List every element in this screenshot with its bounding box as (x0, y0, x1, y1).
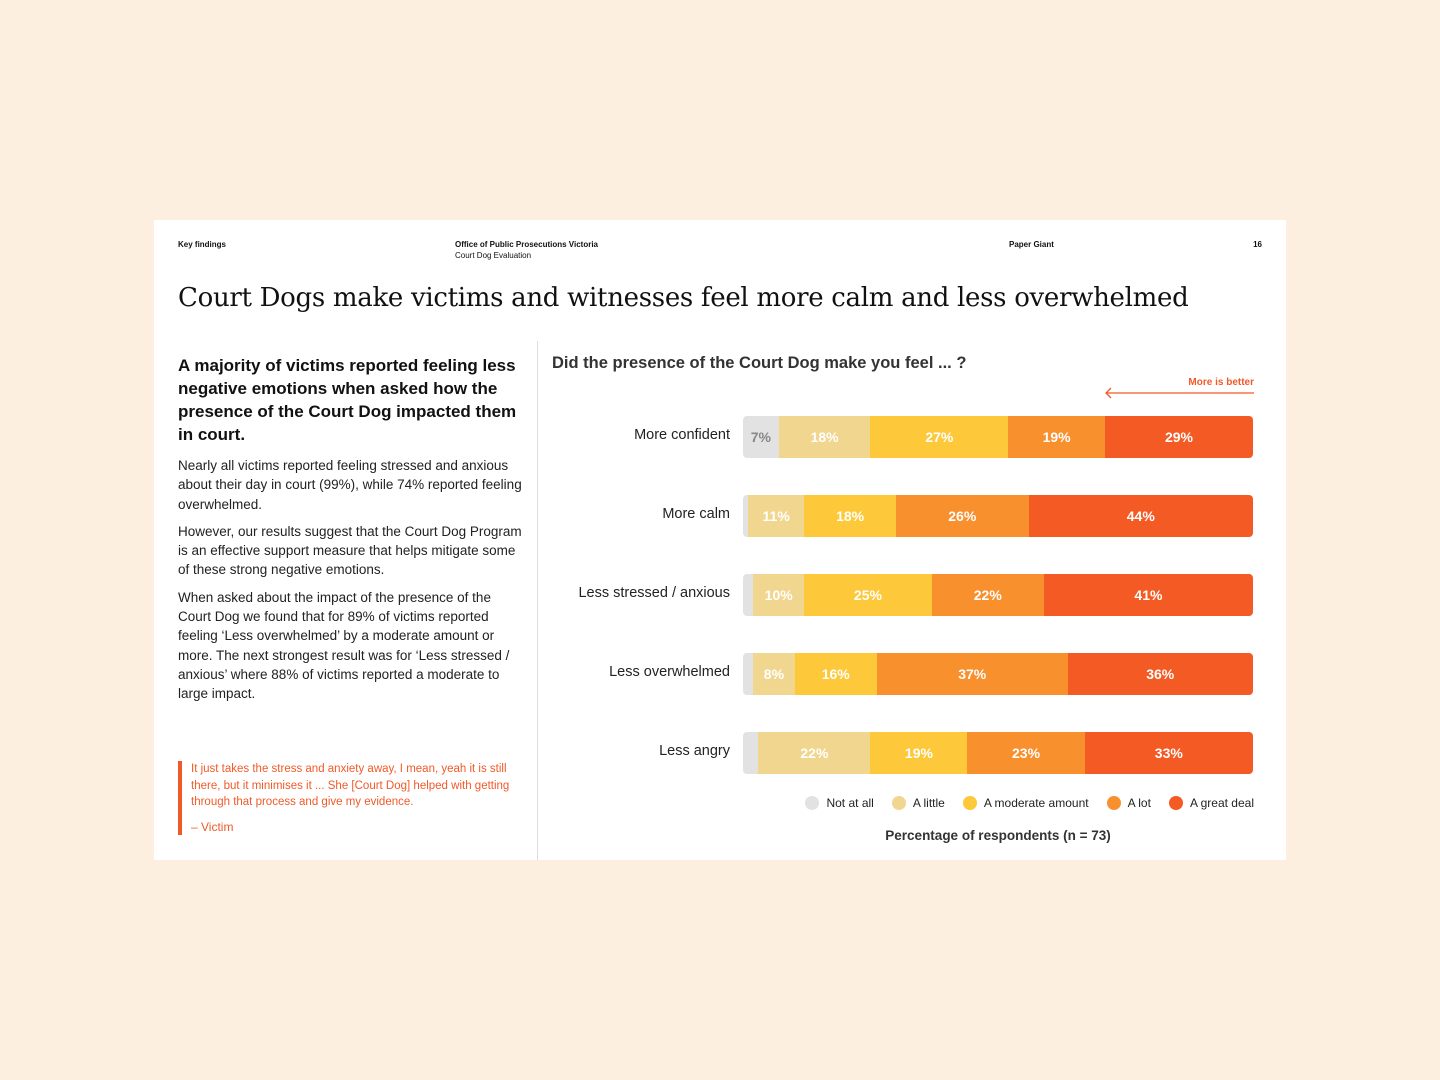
row-label: More calm (662, 506, 730, 522)
legend-item: A little (891, 796, 945, 810)
findings-text: A majority of victims reported feeling l… (178, 354, 522, 712)
legend-item: A great deal (1168, 796, 1254, 810)
more-is-better-arrow-icon (1105, 387, 1254, 399)
row-label: Less stressed / anxious (578, 585, 730, 601)
legend-swatch-icon (1106, 796, 1121, 810)
legend-swatch-icon (962, 796, 977, 810)
legend-swatch-icon (1168, 796, 1183, 810)
bar-segment: 16% (794, 653, 877, 695)
stacked-bar: 22% 19% 23% 33% (743, 732, 1253, 774)
bar-segment (743, 732, 759, 774)
stacked-bar: 7% 18% 27% 19% 29% (743, 416, 1253, 458)
bar-segment: 41% (1043, 574, 1253, 616)
bar-segment: 10% (753, 574, 805, 616)
bar-segment: 25% (804, 574, 932, 616)
bar-segment: 29% (1105, 416, 1253, 458)
legend-label: A lot (1127, 796, 1151, 810)
legend-label: A moderate amount (983, 796, 1089, 810)
legend-swatch-icon (805, 796, 820, 810)
chart-title: Did the presence of the Court Dog make y… (552, 354, 967, 372)
bar-segment: 11% (748, 495, 805, 537)
bar-segment: 19% (870, 732, 968, 774)
bar-segment: 33% (1084, 732, 1253, 774)
bar-segment: 23% (967, 732, 1085, 774)
column-divider (537, 341, 538, 860)
legend-swatch-icon (891, 796, 906, 810)
header-org-name: Office of Public Prosecutions Victoria (455, 240, 598, 249)
bar-segment: 27% (870, 416, 1009, 458)
lead-text: A majority of victims reported feeling l… (178, 356, 517, 444)
header-section: Key findings (178, 240, 227, 249)
chart-legend: Not at all A little A moderate amount A lot… (805, 796, 1254, 810)
bar-segment (743, 574, 754, 616)
quote-attribution: – Victim (191, 819, 234, 834)
row-label: Less overwhelmed (609, 664, 730, 680)
page-title: Court Dogs make victims and witnesses fe… (178, 283, 1189, 313)
quote-text: It just takes the stress and anxiety awa… (191, 763, 510, 808)
bar-segment: 18% (804, 495, 896, 537)
bar-segment: 37% (876, 653, 1068, 695)
paragraph-1: Nearly all victims reported feeling stre… (178, 458, 522, 512)
bar-segment: 44% (1028, 495, 1253, 537)
stacked-bar: 10% 25% 22% 41% (743, 574, 1253, 616)
bar-segment: 18% (778, 416, 871, 458)
page-number: 16 (1253, 240, 1262, 249)
legend-label: A little (912, 796, 945, 810)
bar-segment: 22% (931, 574, 1044, 616)
paragraph-3: When asked about the impact of the prese… (178, 589, 510, 702)
bar-segment (743, 495, 749, 537)
legend-item: Not at all (805, 796, 874, 810)
row-label: Less angry (659, 743, 730, 759)
header-author: Paper Giant (1009, 240, 1054, 249)
bar-segment: 8% (753, 653, 795, 695)
bar-segment: 7% (743, 416, 779, 458)
victim-quote: It just takes the stress and anxiety awa… (178, 761, 521, 835)
header-org: Office of Public Prosecutions Victoria C… (455, 239, 598, 261)
legend-label: Not at all (826, 796, 874, 810)
report-page: Key findings Office of Public Prosecutio… (154, 220, 1286, 860)
legend-label: A great deal (1189, 796, 1254, 810)
more-is-better-label: More is better (1188, 377, 1254, 388)
bar-segment: 26% (895, 495, 1029, 537)
x-axis-label: Percentage of respondents (n = 73) (885, 828, 1111, 843)
stacked-bar: 11% 18% 26% 44% (743, 495, 1253, 537)
bar-segment: 22% (758, 732, 871, 774)
bar-segment: 19% (1008, 416, 1106, 458)
paragraph-2: However, our results suggest that the Co… (178, 523, 522, 578)
bar-segment: 36% (1067, 653, 1253, 695)
legend-item: A lot (1106, 796, 1151, 810)
row-label: More confident (634, 427, 730, 443)
bar-segment (743, 653, 754, 695)
header-report-name: Court Dog Evaluation (455, 251, 532, 260)
legend-item: A moderate amount (962, 796, 1089, 810)
stacked-bar: 8% 16% 37% 36% (743, 653, 1253, 695)
